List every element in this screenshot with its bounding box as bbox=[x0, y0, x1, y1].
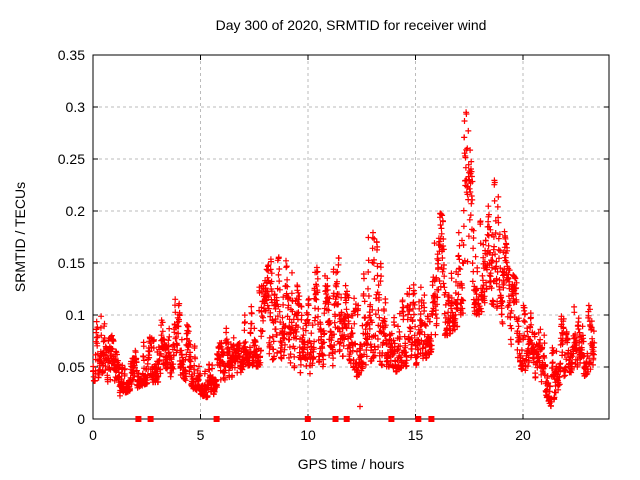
svg-text:0.05: 0.05 bbox=[58, 359, 85, 375]
svg-text:20: 20 bbox=[515, 427, 531, 443]
svg-text:0.25: 0.25 bbox=[58, 151, 85, 167]
svg-text:0: 0 bbox=[89, 427, 97, 443]
svg-text:0.1: 0.1 bbox=[66, 307, 86, 323]
x-tick-labels: 0 5 10 15 20 bbox=[89, 427, 531, 443]
zero-flag-squares bbox=[135, 416, 435, 422]
svg-text:15: 15 bbox=[408, 427, 424, 443]
y-tick-labels: 0 0.05 0.1 0.15 0.2 0.25 0.3 0.35 bbox=[58, 47, 85, 427]
svg-text:0.2: 0.2 bbox=[66, 203, 86, 219]
svg-text:0.3: 0.3 bbox=[66, 99, 86, 115]
svg-text:10: 10 bbox=[300, 427, 316, 443]
x-axis-title: GPS time / hours bbox=[297, 456, 405, 472]
scatter-points-srmtid bbox=[90, 109, 598, 410]
svg-text:0: 0 bbox=[77, 411, 85, 427]
y-axis-title: SRMTID / TECUs bbox=[12, 181, 28, 293]
svg-text:0.35: 0.35 bbox=[58, 47, 85, 63]
svg-text:0.15: 0.15 bbox=[58, 255, 85, 271]
svg-text:5: 5 bbox=[197, 427, 205, 443]
chart-title: Day 300 of 2020, SRMTID for receiver win… bbox=[215, 17, 487, 33]
